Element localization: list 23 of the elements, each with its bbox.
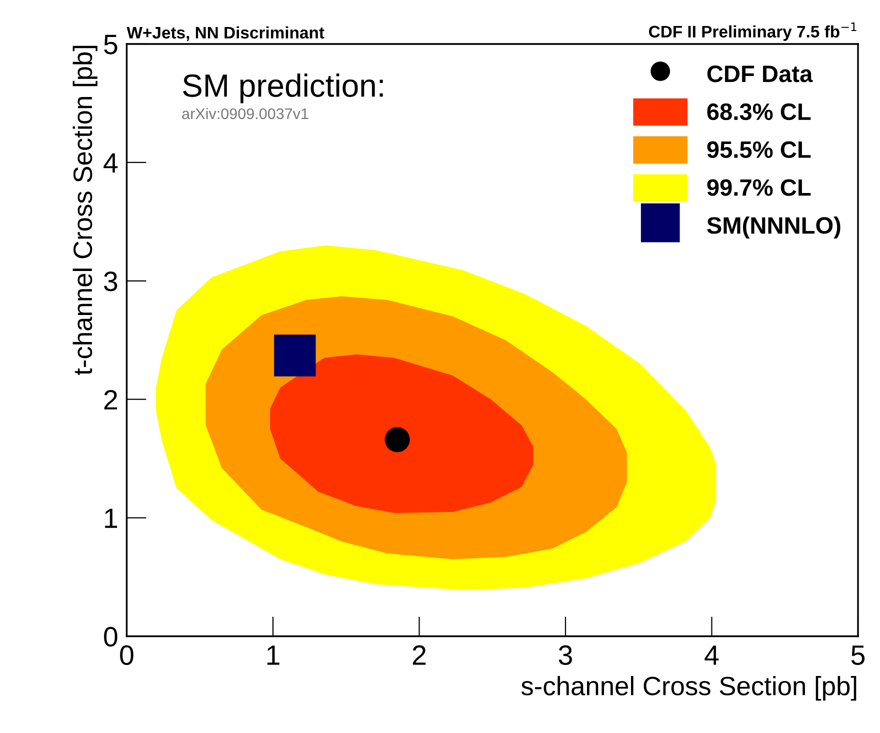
y-tick-label: 5 [104,34,118,54]
y-axis-title: t-channel Cross Section [pb] [72,46,98,376]
y-tick-label: 3 [104,272,118,292]
y-tick-label: 2 [104,390,117,410]
x-tick-label: 5 [851,646,865,665]
x-axis-title: s-channel Cross Section [pb] [521,676,856,701]
x-tick-label: 1 [267,646,280,665]
annotation: arXiv:0909.0037v1 [182,108,308,120]
y-tick-label: 1 [105,508,118,528]
x-tick-label: 4 [704,646,719,665]
y-tick-label: 0 [104,626,118,647]
legend-label: 99.7% CL [707,179,811,196]
legend-label: SM(NNNLO) [707,216,840,238]
x-tick-label: 0 [120,645,134,665]
x-tick-label: 2 [412,645,426,665]
legend-label: 95.5% CL [707,141,811,158]
chart-title: W+Jets, NN Discriminant [126,26,324,42]
y-tick-label: 4 [104,153,118,172]
legend-label: 68.3% CL [707,103,811,120]
legend-label: CDF Data [707,66,813,82]
x-tick-label: 3 [558,645,572,665]
annotation: SM prediction: [183,74,383,104]
chart-subtitle: CDF II Preliminary 7.5 fb$^{−1}$ [649,22,856,41]
